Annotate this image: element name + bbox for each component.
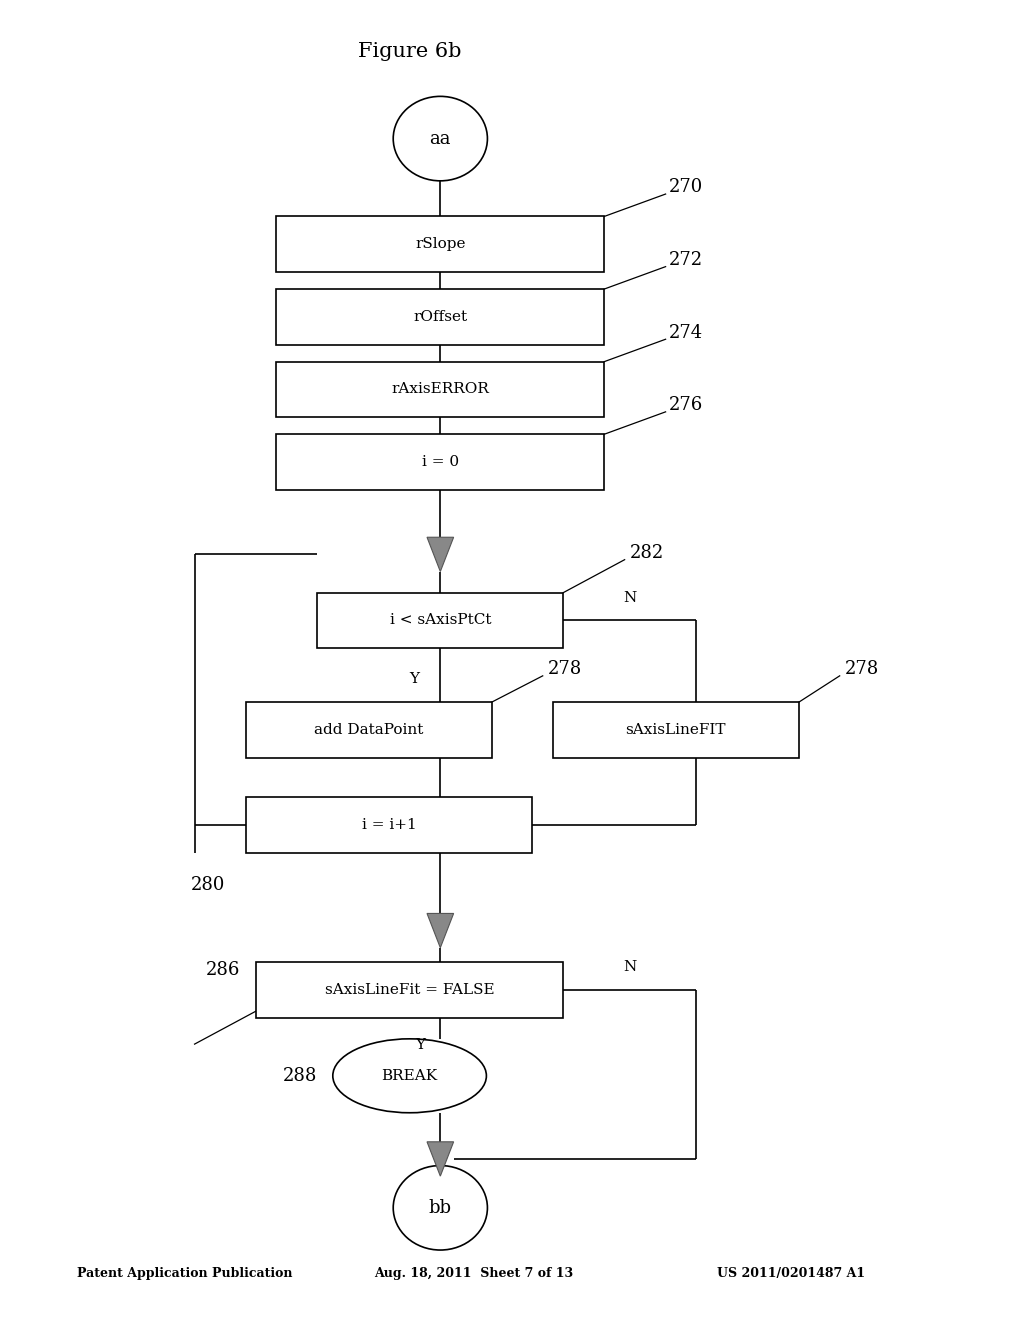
Text: 280: 280 (190, 876, 225, 895)
Text: Y: Y (415, 1038, 425, 1052)
Polygon shape (427, 913, 454, 948)
Text: sAxisLineFit = FALSE: sAxisLineFit = FALSE (325, 983, 495, 997)
Text: 272: 272 (669, 251, 702, 269)
Text: 276: 276 (669, 396, 702, 414)
Text: rOffset: rOffset (414, 310, 467, 323)
Text: Patent Application Publication: Patent Application Publication (77, 1267, 292, 1280)
Text: 270: 270 (669, 178, 702, 197)
Bar (276, 289, 604, 345)
Ellipse shape (393, 96, 487, 181)
Polygon shape (427, 1142, 454, 1176)
Bar (246, 702, 492, 758)
Bar (256, 962, 563, 1018)
Bar (276, 362, 604, 417)
Text: i = i+1: i = i+1 (361, 818, 417, 832)
Bar (246, 797, 532, 853)
Text: 282: 282 (630, 544, 664, 562)
Text: US 2011/0201487 A1: US 2011/0201487 A1 (717, 1267, 865, 1280)
Text: Aug. 18, 2011  Sheet 7 of 13: Aug. 18, 2011 Sheet 7 of 13 (374, 1267, 572, 1280)
Text: bb: bb (429, 1199, 452, 1217)
Text: N: N (624, 960, 636, 974)
Text: aa: aa (430, 129, 451, 148)
Text: 286: 286 (206, 961, 241, 979)
Text: add DataPoint: add DataPoint (314, 723, 423, 737)
Bar (276, 216, 604, 272)
Bar (553, 702, 799, 758)
Text: 278: 278 (548, 660, 582, 678)
Text: rAxisERROR: rAxisERROR (391, 383, 489, 396)
Text: BREAK: BREAK (382, 1069, 437, 1082)
Bar (276, 434, 604, 490)
Text: i = 0: i = 0 (422, 455, 459, 469)
Text: sAxisLineFIT: sAxisLineFIT (626, 723, 726, 737)
Text: 274: 274 (669, 323, 702, 342)
Text: Figure 6b: Figure 6b (358, 42, 461, 61)
Text: N: N (624, 590, 636, 605)
Text: rSlope: rSlope (415, 238, 466, 251)
Text: 288: 288 (283, 1067, 317, 1085)
Text: i < sAxisPtCt: i < sAxisPtCt (389, 614, 492, 627)
Polygon shape (427, 537, 454, 572)
Ellipse shape (393, 1166, 487, 1250)
Text: 278: 278 (845, 660, 879, 678)
Text: Y: Y (410, 672, 420, 686)
Ellipse shape (333, 1039, 486, 1113)
Bar (317, 593, 563, 648)
